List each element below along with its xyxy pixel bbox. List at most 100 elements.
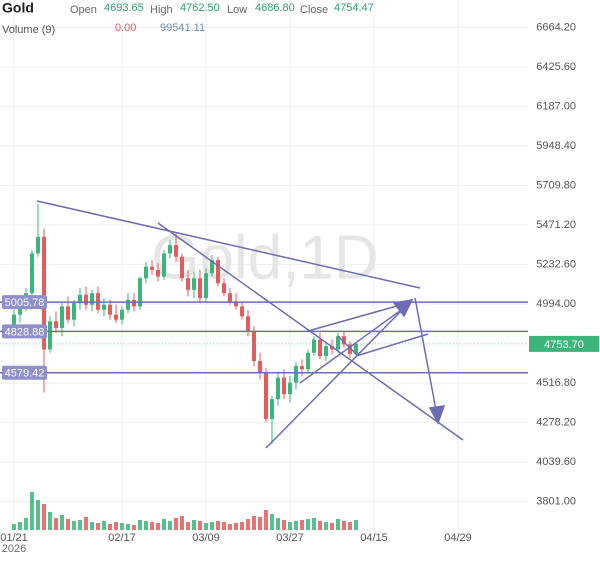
trendline (337, 335, 359, 357)
trendline (36, 200, 421, 289)
volume-bar (335, 519, 340, 530)
candle-body (35, 236, 40, 254)
volume-bar (251, 516, 256, 530)
volume-bar (23, 518, 28, 530)
volume-bar (125, 524, 130, 530)
volume-bar (95, 523, 100, 530)
x-tick-label: 02/17 (108, 532, 136, 544)
candle-body (161, 253, 166, 277)
candle-body (257, 361, 262, 373)
candle-body (41, 236, 46, 350)
trendlines (36, 200, 464, 449)
candle-body (11, 314, 16, 327)
label: Open (70, 4, 97, 16)
volume-bar (203, 523, 208, 530)
candle-body (53, 321, 58, 328)
candle-body (143, 266, 148, 279)
price-tag-label: 5005.78 (5, 297, 45, 309)
trendline (157, 222, 464, 441)
candle-body (29, 253, 34, 294)
volume-bar (323, 522, 328, 530)
volume-bar (233, 523, 238, 530)
y-tick-label: 5709.80 (536, 179, 576, 191)
year-label: 2026 (2, 543, 26, 555)
volume-bar (29, 492, 34, 530)
candle-body (203, 273, 208, 299)
volume-bar (305, 519, 310, 530)
y-tick-label: 5471.20 (536, 219, 576, 231)
candle-body (83, 294, 88, 305)
volume-bar (89, 522, 94, 530)
trendline (355, 333, 429, 357)
last-price-tag (529, 335, 599, 352)
volume-bar (281, 520, 286, 530)
candle-body (209, 260, 214, 274)
volume-bar (239, 522, 244, 530)
label: Low (227, 4, 247, 16)
candle-body (113, 314, 118, 320)
volume-bar (329, 523, 334, 530)
candle-body (239, 306, 244, 317)
volume-bar (17, 522, 22, 530)
candle-body (299, 366, 304, 370)
volume-bar (215, 521, 220, 530)
trendline (299, 307, 405, 384)
last-price-label: 4753.70 (544, 339, 584, 351)
volume-bar (59, 515, 64, 530)
value: 0.00 (115, 22, 136, 34)
volume-bar (227, 524, 232, 530)
horizontal-lines: 5005.78 4828.88 4579.42 4753.70 (0, 295, 599, 380)
candle-body (101, 304, 106, 310)
candle-body (137, 278, 142, 307)
candle-body (167, 245, 172, 254)
volume-bar (113, 522, 118, 530)
x-tick-label: 03/09 (192, 532, 220, 544)
candle-body (47, 321, 52, 350)
label: Close (300, 4, 328, 16)
volume-bar (149, 522, 154, 530)
candle-body (281, 377, 286, 395)
candle-body (179, 256, 184, 279)
y-tick-label: 3801.00 (536, 496, 576, 508)
candle-body (149, 266, 154, 270)
y-tick-label: 6425.60 (536, 61, 576, 73)
candle-body (107, 304, 112, 315)
candle-body (335, 336, 340, 350)
candle-body (263, 372, 268, 420)
price-tag (2, 365, 47, 380)
volume-bar (77, 520, 82, 530)
x-tick-label: 03/27 (276, 532, 304, 544)
y-tick-label: 5948.40 (536, 140, 576, 152)
x-tick-label: 01/21 (0, 532, 28, 544)
volume-bar (269, 514, 274, 530)
volume-bar (263, 510, 268, 530)
y-tick-label: 6187.00 (536, 100, 576, 112)
volume-bar (191, 520, 196, 530)
volume-bar (53, 518, 58, 530)
y-tick-label: 6664.20 (536, 21, 576, 33)
candle-body (251, 331, 256, 362)
volume-bar (245, 519, 250, 530)
volume-bar (347, 522, 352, 530)
candle-body (287, 382, 292, 395)
candle-body (215, 260, 220, 284)
candle-body (155, 269, 160, 277)
price-tag-label: 4579.42 (5, 368, 45, 380)
volume-bar (341, 521, 346, 530)
arrow-head (392, 299, 414, 318)
value: 4762.50 (180, 2, 220, 14)
candle-body (233, 301, 238, 307)
y-tick-label: 4039.60 (536, 456, 576, 468)
trendline (414, 297, 437, 411)
volume-bar (179, 516, 184, 530)
volume-bar (209, 522, 214, 530)
x-tick-label: 04/29 (444, 532, 472, 544)
label: High (150, 4, 173, 16)
volume-bar (167, 521, 172, 530)
x-tick-label: 04/15 (360, 532, 388, 544)
candle-body (311, 339, 316, 353)
volume-bar (101, 521, 106, 530)
candle-body (71, 303, 76, 320)
